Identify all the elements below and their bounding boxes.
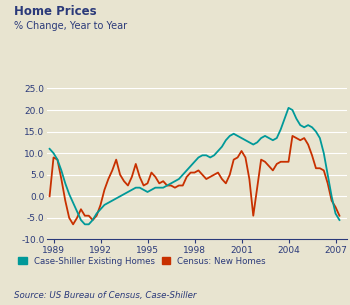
- Text: Home Prices: Home Prices: [14, 5, 97, 18]
- Text: Source: US Bureau of Census, Case-Shiller: Source: US Bureau of Census, Case-Shille…: [14, 291, 196, 300]
- Text: % Change, Year to Year: % Change, Year to Year: [14, 21, 127, 31]
- Legend: Case-Shiller Existing Homes, Census: New Homes: Case-Shiller Existing Homes, Census: New…: [18, 257, 266, 266]
